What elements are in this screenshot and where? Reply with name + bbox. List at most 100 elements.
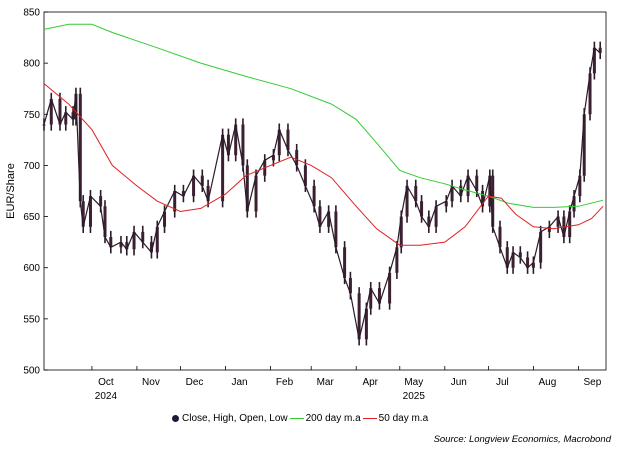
- ohlc-body: [58, 98, 62, 125]
- x-tick-label: Sep: [584, 377, 602, 388]
- ohlc-body: [64, 112, 68, 125]
- ohlc-body: [531, 262, 535, 268]
- plot-frame: [43, 11, 607, 371]
- legend-200dma-label: 200 day m.a: [305, 412, 361, 424]
- x-axis: Oct 2024 Nov Dec Jan Feb Mar Apr May 2025 Jun Jul Au…: [91, 366, 602, 402]
- ohlc-body: [505, 247, 509, 268]
- ohlc-body: [498, 226, 502, 248]
- x-tick-label: Dec: [186, 377, 204, 388]
- legend: Close, High, Open, Low 200 day m.a 50 da…: [172, 410, 430, 426]
- ohlc-body: [109, 237, 113, 248]
- ohlc-body: [327, 211, 331, 227]
- y-tick-label: 500: [23, 366, 40, 377]
- legend-ohlc-label: Close, High, Open, Low: [182, 412, 288, 424]
- ohlc-body: [81, 201, 85, 227]
- ohlc-body: [556, 216, 560, 227]
- ohlc-body: [343, 247, 347, 278]
- x-year-label: 2025: [403, 391, 426, 402]
- ohlc-body: [348, 277, 352, 294]
- ohlc-body: [241, 124, 245, 166]
- x-year-label: 2024: [95, 391, 118, 402]
- ohlc-body: [312, 185, 316, 207]
- x-tick-label: Apr: [362, 377, 378, 388]
- ohlc-body: [475, 175, 479, 191]
- x-tick-label: Jan: [231, 377, 247, 388]
- ohlc-body: [103, 206, 107, 238]
- price-trace: [43, 46, 601, 340]
- ohlc-body: [221, 134, 225, 202]
- y-tick-label: 800: [23, 59, 40, 70]
- ohlc-body: [277, 129, 281, 156]
- legend-ohlc-marker-icon: [172, 414, 179, 422]
- ohlc-body: [592, 47, 596, 74]
- ohlc-body: [369, 288, 373, 309]
- ohlc-body: [357, 293, 361, 340]
- x-tick-label: May: [404, 377, 423, 388]
- legend-200dma-line-icon: [289, 417, 304, 419]
- legend-item-ohlc: Close, High, Open, Low: [172, 413, 288, 424]
- ohlc-body: [459, 185, 463, 197]
- ohlc-body: [405, 185, 409, 217]
- ohlc-body: [132, 231, 136, 250]
- ma50-line: [43, 83, 604, 246]
- ohlc-body: [444, 201, 448, 207]
- ohlc-body: [450, 185, 454, 202]
- y-axis-label: EUR/Share: [5, 163, 17, 219]
- x-tick-label: Aug: [538, 377, 556, 388]
- ohlc-body: [173, 191, 177, 212]
- x-tick-label: Jul: [496, 377, 509, 388]
- ohlc-body: [334, 211, 338, 248]
- ohlc-body: [286, 129, 290, 151]
- ohlc-body: [518, 252, 522, 258]
- ohlc-body: [295, 150, 299, 166]
- ohlc-body: [547, 226, 551, 232]
- ohlc-body: [377, 288, 381, 304]
- ohlc-body: [226, 134, 230, 156]
- y-tick-label: 600: [23, 263, 40, 274]
- y-tick-label: 550: [23, 314, 40, 325]
- x-tick-label: Oct: [98, 377, 114, 388]
- ohlc-body: [78, 93, 82, 202]
- moving-average-lines: [43, 23, 604, 246]
- ohlc-body: [481, 191, 485, 207]
- ohlc-body: [427, 216, 431, 227]
- ohlc-body: [488, 175, 492, 207]
- ohlc-body: [99, 196, 103, 207]
- ohlc-body: [395, 247, 399, 273]
- x-tick-label: Feb: [276, 377, 294, 388]
- ohlc-body: [245, 165, 249, 212]
- ohlc-body: [598, 47, 602, 53]
- ohlc-body: [588, 73, 592, 115]
- ohlc-body: [155, 226, 159, 253]
- x-tick-label: Jun: [451, 377, 467, 388]
- y-tick-label: 700: [23, 161, 40, 172]
- ohlc-series: [42, 41, 602, 346]
- ohlc-body: [399, 216, 403, 248]
- ohlc-body: [364, 308, 368, 340]
- ohlc-body: [414, 185, 418, 202]
- ohlc-body: [149, 242, 153, 253]
- ma200-line: [43, 23, 604, 208]
- ohlc-body: [88, 196, 92, 227]
- y-tick-label: 650: [23, 212, 40, 223]
- ohlc-body: [511, 252, 515, 268]
- legend-50dma-label: 50 day m.a: [378, 412, 429, 424]
- ohlc-body: [254, 175, 258, 212]
- ohlc-body: [568, 211, 572, 238]
- source-note: Source: Longview Economics, Macrobond: [433, 434, 611, 445]
- ohlc-body: [125, 242, 129, 250]
- y-axis: 500 550 600 650 700 750 800 850: [23, 8, 48, 377]
- legend-50dma-line-icon: [362, 417, 377, 419]
- ohlc-body: [42, 124, 46, 126]
- ohlc-body: [466, 175, 470, 197]
- ohlc-body: [234, 124, 238, 156]
- ohlc-body: [141, 231, 145, 243]
- ohlc-body: [119, 242, 123, 248]
- ohlc-body: [420, 201, 424, 217]
- legend-item-50dma: 50 day m.a: [362, 412, 429, 424]
- ohlc-body: [572, 196, 576, 212]
- ohlc-body: [200, 175, 204, 186]
- x-tick-label: Mar: [317, 377, 335, 388]
- ohlc-body: [49, 98, 53, 125]
